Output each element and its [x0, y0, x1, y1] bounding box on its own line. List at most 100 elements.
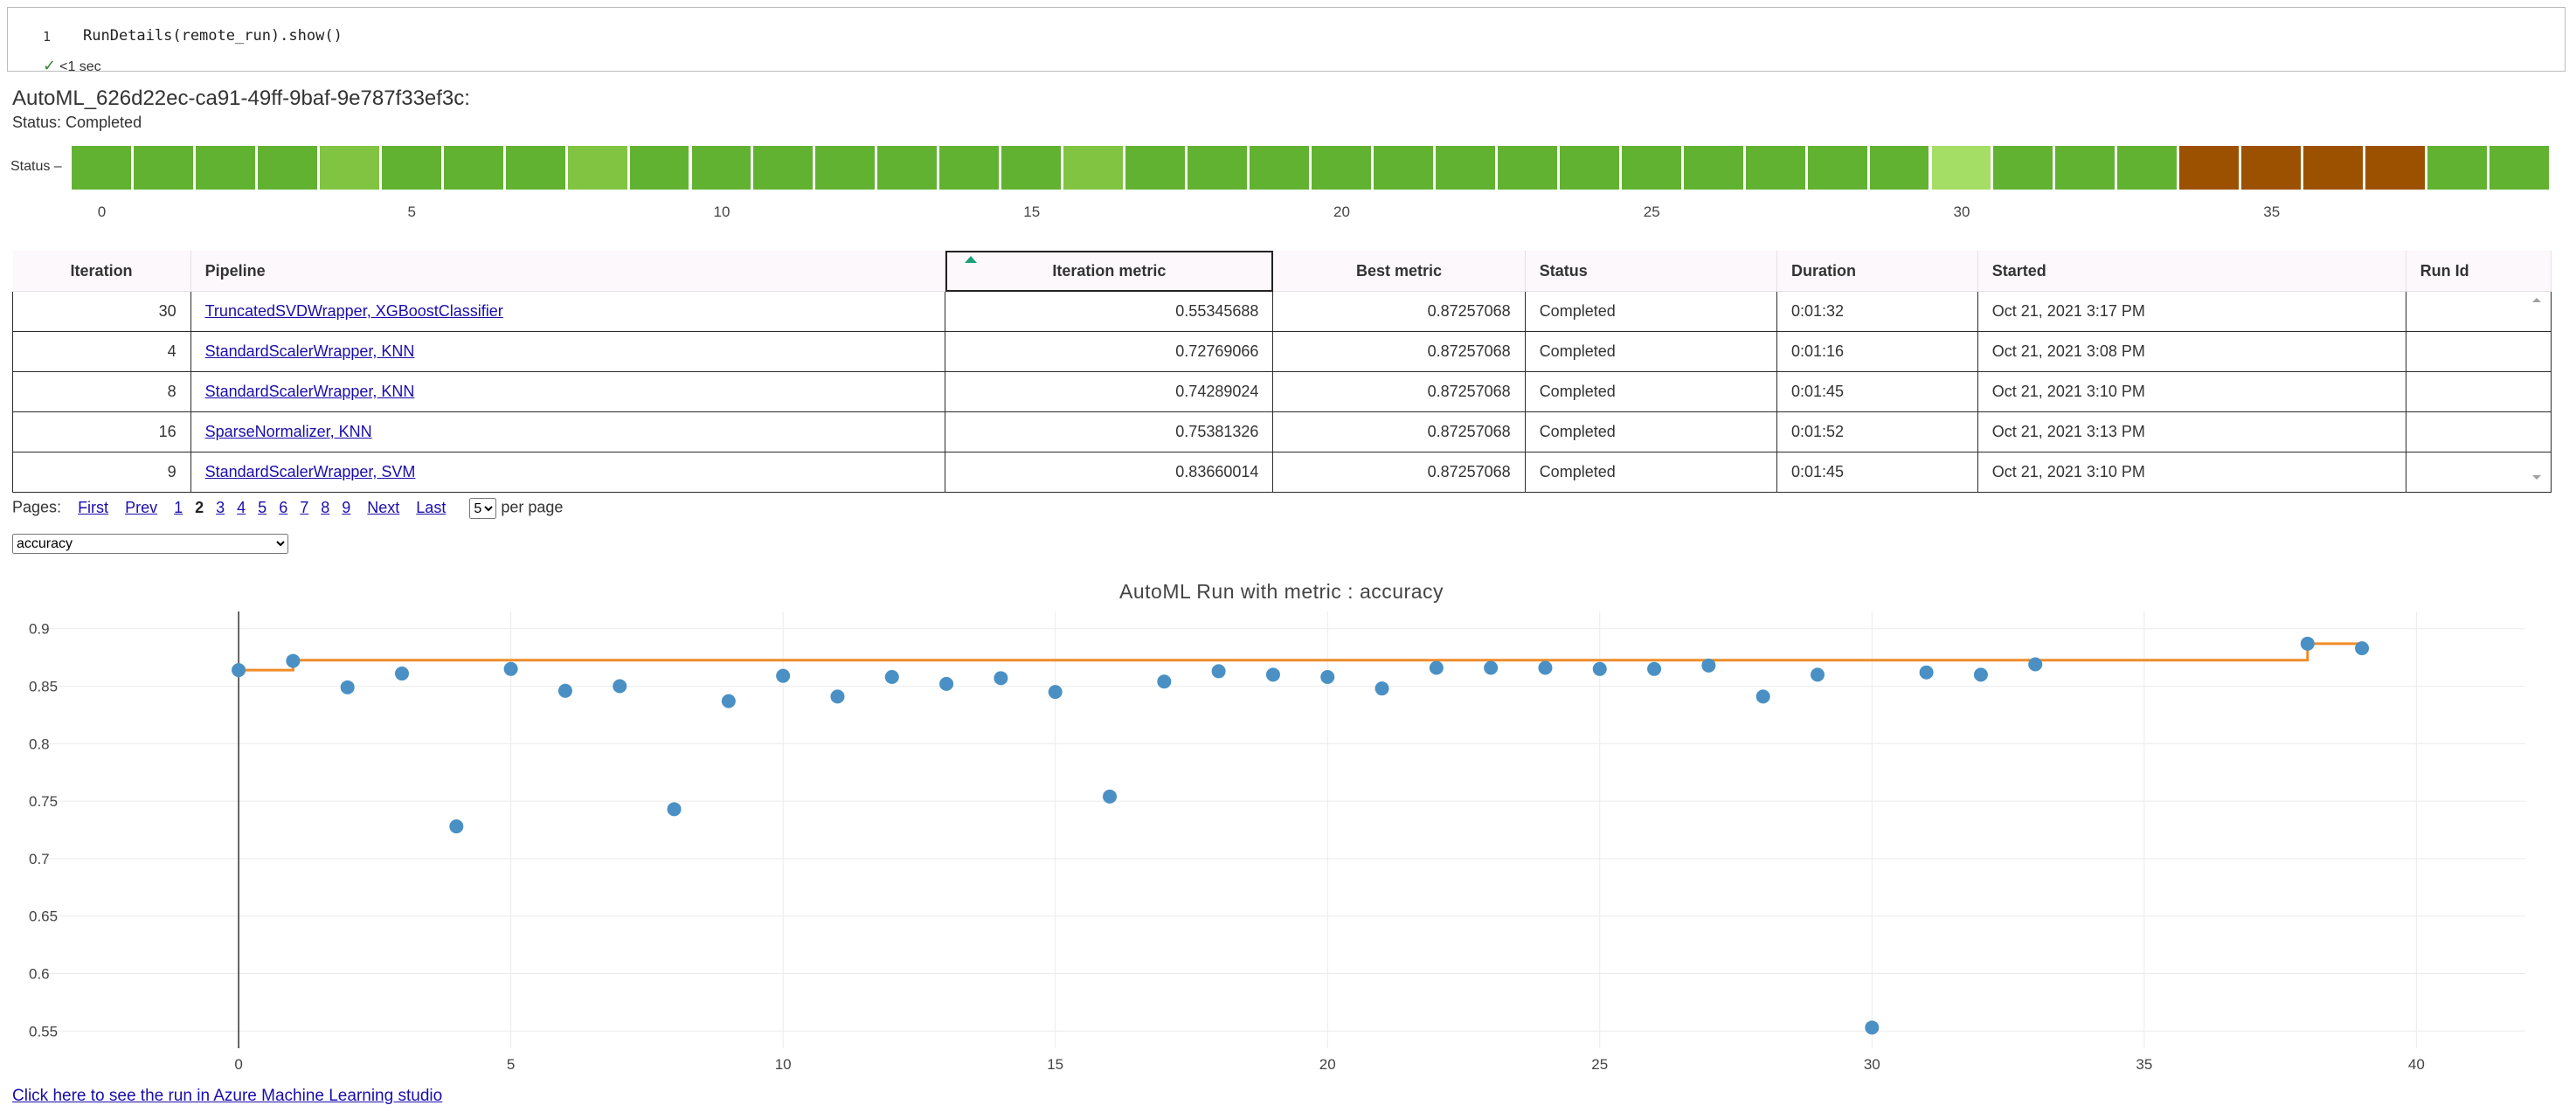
status-block[interactable]	[1312, 146, 1371, 190]
data-point[interactable]	[1592, 661, 1607, 676]
status-block[interactable]	[1621, 146, 1681, 190]
table-row[interactable]: 16 SparseNormalizer, KNN 0.75381326 0.87257…	[12, 411, 2552, 452]
status-block[interactable]	[939, 146, 1000, 190]
status-block[interactable]	[1745, 146, 1805, 190]
header-status[interactable]: Status	[1525, 251, 1777, 292]
status-block[interactable]	[257, 146, 317, 190]
header-pipeline[interactable]: Pipeline	[190, 251, 946, 292]
code-cell[interactable]: 1 RunDetails(remote_run).show() ✓ <1 sec	[7, 7, 2566, 74]
status-block[interactable]	[2117, 146, 2178, 190]
data-point[interactable]	[1811, 667, 1825, 682]
data-point[interactable]	[1157, 674, 1172, 689]
data-point[interactable]	[1048, 685, 1063, 700]
table-scrollbar[interactable]	[2528, 291, 2547, 487]
page-link-1[interactable]: 1	[174, 498, 184, 516]
data-point[interactable]	[232, 663, 246, 678]
last-page-link[interactable]: Last	[416, 498, 447, 516]
prev-page-link[interactable]: Prev	[125, 498, 158, 516]
table-row[interactable]: 4 StandardScalerWrapper, KNN 0.72769066 0.8…	[12, 331, 2552, 372]
status-block[interactable]	[319, 146, 379, 190]
data-point[interactable]	[884, 670, 899, 684]
status-block[interactable]	[1869, 146, 1929, 190]
status-block[interactable]	[133, 146, 193, 190]
page-link-4[interactable]: 4	[237, 498, 246, 516]
data-point[interactable]	[1429, 660, 1444, 675]
data-point[interactable]	[776, 668, 791, 683]
next-page-link[interactable]: Next	[367, 498, 400, 516]
status-block[interactable]	[1931, 146, 1991, 190]
page-link-7[interactable]: 7	[300, 498, 309, 516]
status-block[interactable]	[1497, 146, 1557, 190]
status-block[interactable]	[1807, 146, 1867, 190]
status-block[interactable]	[443, 146, 503, 190]
status-block[interactable]	[2241, 146, 2302, 190]
data-point[interactable]	[667, 802, 682, 817]
data-point[interactable]	[503, 661, 518, 676]
status-block[interactable]	[1001, 146, 1062, 190]
table-row[interactable]: 8 StandardScalerWrapper, KNN 0.74289024 0.8…	[12, 371, 2552, 412]
header-run-id[interactable]: Run Id	[2406, 251, 2552, 292]
status-block[interactable]	[1559, 146, 1619, 190]
status-block[interactable]	[815, 146, 876, 190]
status-block[interactable]	[1125, 146, 1186, 190]
data-point[interactable]	[395, 667, 409, 681]
status-block[interactable]	[1373, 146, 1433, 190]
header-iteration-metric[interactable]: Iteration metric	[945, 251, 1274, 292]
status-block[interactable]	[1250, 146, 1309, 190]
status-block[interactable]	[2427, 146, 2488, 190]
per-page-select[interactable]: 5	[469, 498, 497, 519]
page-link-6[interactable]: 6	[279, 498, 288, 516]
header-started[interactable]: Started	[1977, 251, 2406, 292]
pipeline-link[interactable]: StandardScalerWrapper, KNN	[204, 342, 415, 360]
table-row[interactable]: 9 StandardScalerWrapper, SVM 0.83660014 0.8…	[12, 452, 2552, 493]
status-block[interactable]	[72, 146, 131, 190]
azure-studio-link[interactable]: Click here to see the run in Azure Machi…	[12, 1087, 443, 1105]
data-point[interactable]	[939, 676, 954, 691]
status-block[interactable]	[1683, 146, 1743, 190]
scroll-up-icon[interactable]	[2532, 298, 2541, 302]
page-link-9[interactable]: 9	[342, 498, 351, 516]
status-block[interactable]	[2365, 146, 2426, 190]
header-duration[interactable]: Duration	[1776, 251, 1978, 292]
data-point[interactable]	[1647, 661, 1662, 676]
status-block[interactable]	[381, 146, 441, 190]
status-block[interactable]	[1993, 146, 2053, 190]
status-block[interactable]	[2055, 146, 2116, 190]
data-point[interactable]	[1484, 660, 1499, 675]
metric-select[interactable]: accuracy	[12, 534, 288, 554]
header-iteration[interactable]: Iteration	[12, 251, 191, 292]
data-point[interactable]	[613, 679, 627, 694]
table-row[interactable]: 30 TruncatedSVDWrapper, XGBoostClassifier…	[12, 291, 2552, 332]
data-point[interactable]	[994, 671, 1008, 686]
status-block[interactable]	[505, 146, 565, 190]
first-page-link[interactable]: First	[78, 498, 109, 516]
status-block[interactable]	[1188, 146, 1248, 190]
data-point[interactable]	[2355, 641, 2370, 656]
status-block[interactable]	[753, 146, 814, 190]
status-block[interactable]	[877, 146, 938, 190]
pipeline-link[interactable]: SparseNormalizer, KNN	[204, 423, 372, 440]
page-link-5[interactable]: 5	[258, 498, 267, 516]
page-link-3[interactable]: 3	[216, 498, 225, 516]
status-block[interactable]	[2489, 146, 2549, 190]
data-point[interactable]	[1103, 789, 1117, 804]
status-block[interactable]	[195, 146, 255, 190]
code-text[interactable]: RunDetails(remote_run).show()	[83, 27, 343, 45]
data-point[interactable]	[1755, 689, 1770, 704]
pipeline-link[interactable]: StandardScalerWrapper, KNN	[204, 383, 415, 400]
page-link-8[interactable]: 8	[321, 498, 330, 516]
data-point[interactable]	[2028, 657, 2043, 672]
header-best-metric[interactable]: Best metric	[1272, 251, 1526, 292]
status-block[interactable]	[2179, 146, 2240, 190]
data-point[interactable]	[1265, 667, 1280, 682]
data-point[interactable]	[286, 653, 301, 668]
data-point[interactable]	[1538, 660, 1553, 675]
data-point[interactable]	[1701, 658, 1716, 673]
status-block[interactable]	[2303, 146, 2364, 190]
data-point[interactable]	[557, 683, 572, 698]
data-point[interactable]	[830, 689, 845, 704]
data-point[interactable]	[449, 819, 464, 834]
status-block[interactable]	[1435, 146, 1495, 190]
scroll-down-icon[interactable]	[2532, 475, 2541, 480]
pipeline-link[interactable]: TruncatedSVDWrapper, XGBoostClassifier	[204, 302, 503, 320]
